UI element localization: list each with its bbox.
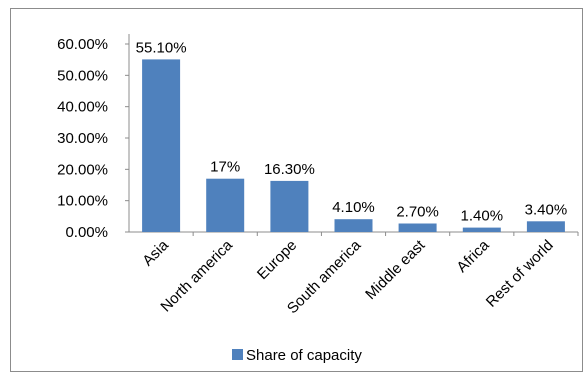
y-tick-label: 40.00% bbox=[57, 99, 108, 116]
bar bbox=[526, 221, 565, 232]
data-label: 1.40% bbox=[461, 208, 504, 225]
data-label: 4.10% bbox=[332, 199, 375, 216]
legend-label: Share of capacity bbox=[246, 347, 362, 364]
y-tick-label: 50.00% bbox=[57, 67, 108, 84]
bar bbox=[270, 180, 309, 232]
y-tick-label: 60.00% bbox=[57, 36, 108, 53]
bar bbox=[206, 178, 245, 232]
y-tick-label: 10.00% bbox=[57, 193, 108, 210]
x-tick-label: Europe bbox=[254, 237, 300, 283]
bar bbox=[334, 219, 373, 232]
y-tick-label: 30.00% bbox=[57, 130, 108, 147]
bar bbox=[398, 223, 437, 232]
y-tick-label: 20.00% bbox=[57, 161, 108, 178]
data-label: 2.70% bbox=[396, 204, 439, 221]
data-label: 17% bbox=[210, 159, 240, 176]
plot-area: 0.00% 10.00% 20.00% 30.00% 40.00% 50.00% 60.00… bbox=[57, 34, 579, 317]
data-label: 55.10% bbox=[136, 39, 187, 56]
x-tick-label: Africa bbox=[453, 236, 493, 276]
bar bbox=[142, 59, 181, 233]
legend: Share of capacity bbox=[232, 347, 362, 364]
legend-swatch bbox=[232, 349, 243, 360]
y-tick-label: 0.00% bbox=[65, 224, 108, 241]
x-tick-label: Asia bbox=[139, 236, 172, 269]
data-label: 3.40% bbox=[525, 201, 568, 218]
data-label: 16.30% bbox=[264, 161, 315, 178]
x-tick-label: Middle east bbox=[362, 236, 429, 303]
bar bbox=[462, 227, 501, 232]
x-tick-label: Rest of world bbox=[483, 237, 557, 311]
